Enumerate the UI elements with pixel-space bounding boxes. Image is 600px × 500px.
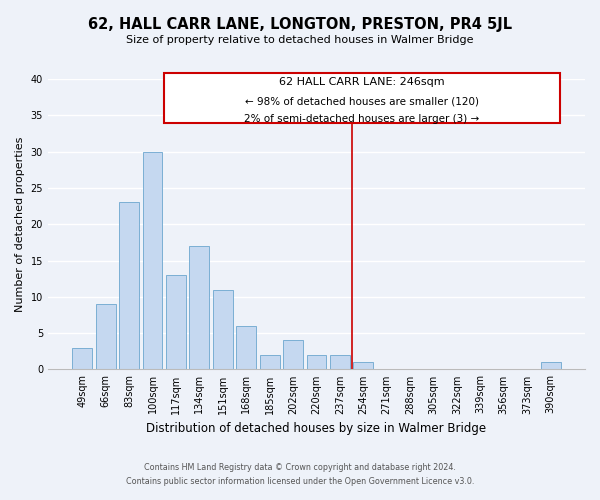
Text: ← 98% of detached houses are smaller (120): ← 98% of detached houses are smaller (12… [245, 96, 479, 106]
X-axis label: Distribution of detached houses by size in Walmer Bridge: Distribution of detached houses by size … [146, 422, 487, 435]
Bar [190, 246, 209, 370]
Text: Contains public sector information licensed under the Open Government Licence v3: Contains public sector information licen… [126, 477, 474, 486]
Bar [213, 290, 233, 370]
Bar [330, 355, 350, 370]
Bar [143, 152, 163, 370]
Text: Size of property relative to detached houses in Walmer Bridge: Size of property relative to detached ho… [126, 35, 474, 45]
Text: 62, HALL CARR LANE, LONGTON, PRESTON, PR4 5JL: 62, HALL CARR LANE, LONGTON, PRESTON, PR… [88, 18, 512, 32]
Bar [541, 362, 560, 370]
Bar [73, 348, 92, 370]
Text: Contains HM Land Registry data © Crown copyright and database right 2024.: Contains HM Land Registry data © Crown c… [144, 464, 456, 472]
Bar [260, 355, 280, 370]
Y-axis label: Number of detached properties: Number of detached properties [15, 136, 25, 312]
Bar [119, 202, 139, 370]
Text: 2% of semi-detached houses are larger (3) →: 2% of semi-detached houses are larger (3… [244, 114, 480, 124]
Bar [236, 326, 256, 370]
Bar [283, 340, 303, 370]
Bar [96, 304, 116, 370]
Text: 62 HALL CARR LANE: 246sqm: 62 HALL CARR LANE: 246sqm [280, 77, 445, 87]
Bar [307, 355, 326, 370]
Bar [353, 362, 373, 370]
Bar [166, 275, 186, 370]
